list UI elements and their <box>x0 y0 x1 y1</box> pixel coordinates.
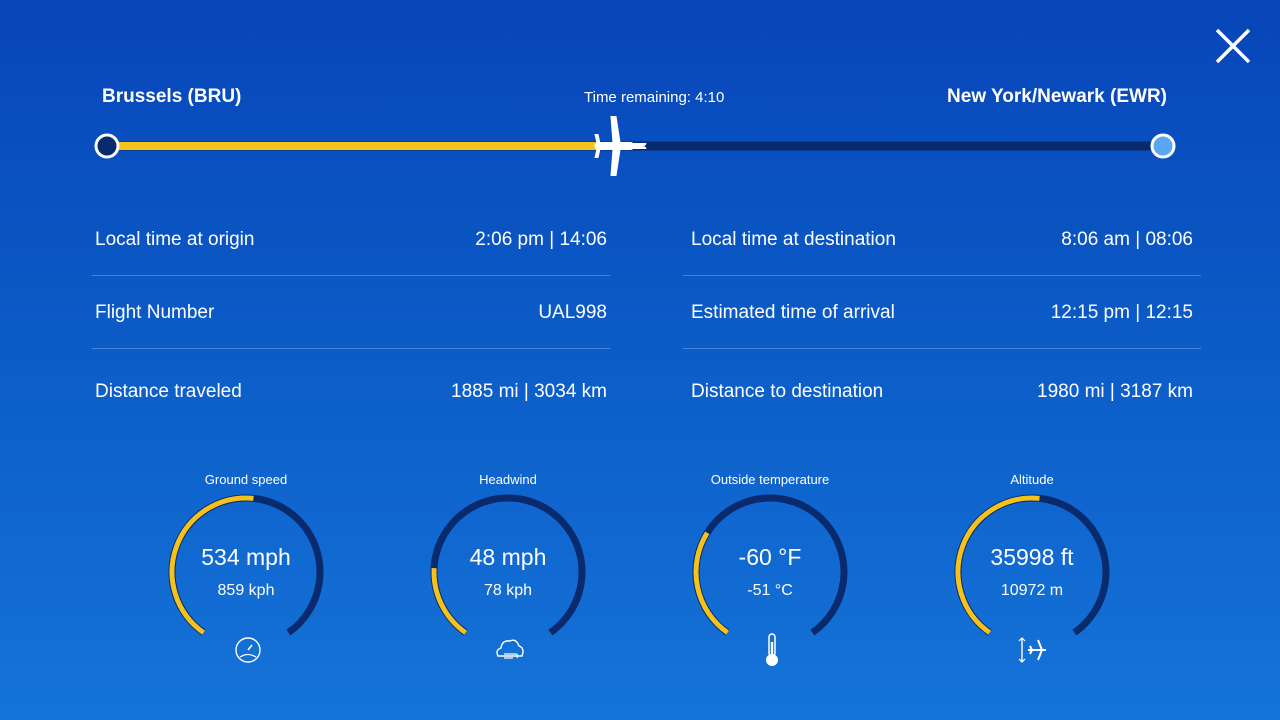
gauge-secondary-value: 10972 m <box>1000 582 1064 599</box>
gauge-ring <box>692 494 848 666</box>
info-row: Local time at origin 2:06 pm | 14:06 <box>92 204 610 276</box>
info-label: Distance traveled <box>95 381 242 402</box>
info-label: Estimated time of arrival <box>691 301 895 323</box>
info-value: 1885 mi | 3034 km <box>451 381 607 402</box>
gauge-label: Ground speed <box>204 472 288 487</box>
info-value: 2:06 pm | 14:06 <box>475 228 607 250</box>
info-row: Flight Number UAL998 <box>92 277 610 349</box>
info-value: 12:15 pm | 12:15 <box>1050 301 1193 323</box>
gauge-fill <box>431 567 468 635</box>
gauge-label: Headwind <box>479 472 537 487</box>
thermometer-icon <box>766 633 778 666</box>
info-label: Local time at destination <box>691 228 896 250</box>
gauge-secondary-value: 859 kph <box>217 582 275 599</box>
gauge-ring <box>430 494 586 659</box>
gauge-fill <box>955 495 1040 635</box>
gauge-ring <box>954 494 1110 663</box>
info-row: Local time at destination 8:06 am | 08:06 <box>683 204 1201 276</box>
info-row: Estimated time of arrival 12:15 pm | 12:1… <box>683 277 1201 349</box>
destination-dot <box>1150 133 1176 159</box>
info-label: Distance to destination <box>691 381 884 402</box>
gauge-fill <box>693 531 729 635</box>
gauge-secondary-value: 78 kph <box>483 582 533 599</box>
gauge-value: 48 mph <box>469 544 547 570</box>
altitude-plane-icon <box>1018 637 1046 663</box>
gauge-label: Altitude <box>1010 472 1054 487</box>
gauge-label: Outside temperature <box>710 472 830 487</box>
origin-dot <box>94 133 120 159</box>
time-remaining: Time remaining: 4:10 <box>584 89 725 106</box>
gauge-ring <box>168 494 324 663</box>
gauge-value: 534 mph <box>201 544 291 570</box>
wind-cloud-icon <box>496 639 524 659</box>
airplane-icon <box>594 116 647 176</box>
close-icon[interactable] <box>1214 27 1252 65</box>
info-value: 8:06 am | 08:06 <box>1061 228 1193 250</box>
gauge-secondary-value: -51 °C <box>747 582 793 599</box>
info-row: Distance traveled 1885 mi | 3034 km <box>92 356 610 428</box>
gauge-fill <box>169 495 254 635</box>
info-label: Local time at origin <box>95 228 255 250</box>
info-row: Distance to destination 1980 mi | 3187 km <box>683 356 1201 428</box>
gauge-value: 35998 ft <box>990 544 1074 570</box>
gauge-value: -60 °F <box>738 544 802 570</box>
flight-progress-bar <box>94 116 1176 176</box>
origin-city: Brussels (BRU) <box>102 86 242 107</box>
info-value: UAL998 <box>538 301 607 323</box>
speedometer-icon <box>235 637 261 663</box>
info-label: Flight Number <box>95 301 215 323</box>
info-value: 1980 mi | 3187 km <box>1037 381 1193 402</box>
destination-city: New York/Newark (EWR) <box>947 86 1167 107</box>
